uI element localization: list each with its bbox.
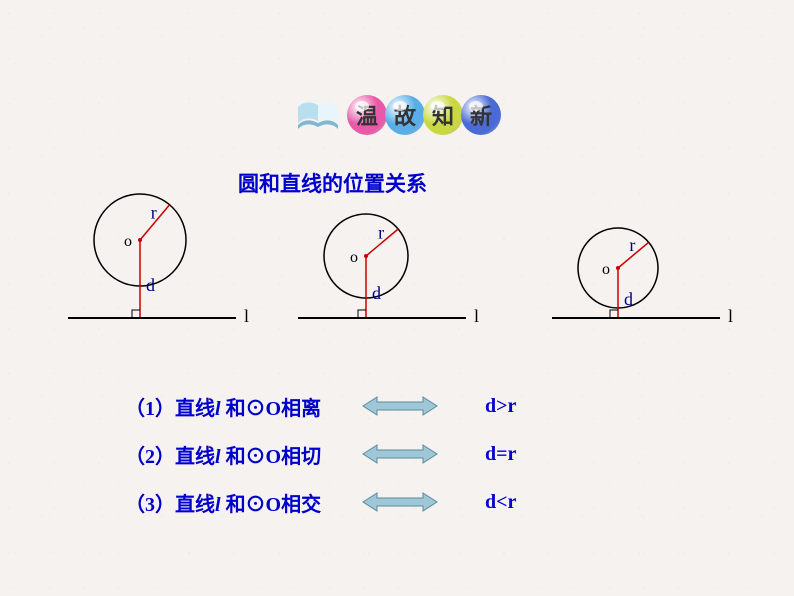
svg-text:l: l <box>728 306 733 326</box>
header-sphere: 故 <box>385 95 425 135</box>
sphere-group: 温故知新 <box>348 95 500 135</box>
relation-condition: d>r <box>485 395 516 418</box>
relation-text: （1）直线l 和⊙O相离 <box>125 392 345 421</box>
header-sphere: 知 <box>423 95 463 135</box>
header-sphere: 新 <box>461 95 501 135</box>
svg-text:r: r <box>629 235 635 255</box>
svg-text:d: d <box>146 275 155 295</box>
relation-text: （2）直线l 和⊙O相切 <box>125 440 345 469</box>
relation-condition: d=r <box>485 443 516 466</box>
relation-condition: d<r <box>485 491 516 514</box>
relation-row: （3）直线l 和⊙O相交 d<r <box>125 486 516 518</box>
relation-row: （1）直线l 和⊙O相离 d>r <box>125 390 516 422</box>
svg-text:l: l <box>474 306 479 326</box>
diagram-area: o r d l o r d l o r d l <box>60 190 740 350</box>
circle-line-diagram: o r d l <box>64 190 274 350</box>
double-arrow-icon <box>345 443 455 465</box>
svg-text:l: l <box>244 306 249 326</box>
svg-text:o: o <box>124 233 132 250</box>
header: 温故知新 <box>294 95 500 135</box>
svg-text:o: o <box>350 249 358 266</box>
double-arrow-icon <box>345 395 455 417</box>
svg-text:d: d <box>372 283 381 303</box>
relation-text: （3）直线l 和⊙O相交 <box>125 488 345 517</box>
double-arrow-icon <box>345 491 455 513</box>
relation-list: （1）直线l 和⊙O相离 d>r （2）直线l 和⊙O相切 d=r （3）直线l 和⊙O… <box>125 390 516 534</box>
svg-text:r: r <box>378 223 384 243</box>
book-icon <box>294 97 342 133</box>
svg-text:o: o <box>602 261 610 278</box>
svg-text:d: d <box>624 289 633 309</box>
svg-text:r: r <box>151 202 157 222</box>
circle-line-diagram: o r d l <box>548 190 758 350</box>
circle-line-diagram: o r d l <box>294 190 504 350</box>
relation-row: （2）直线l 和⊙O相切 d=r <box>125 438 516 470</box>
header-sphere: 温 <box>347 95 387 135</box>
